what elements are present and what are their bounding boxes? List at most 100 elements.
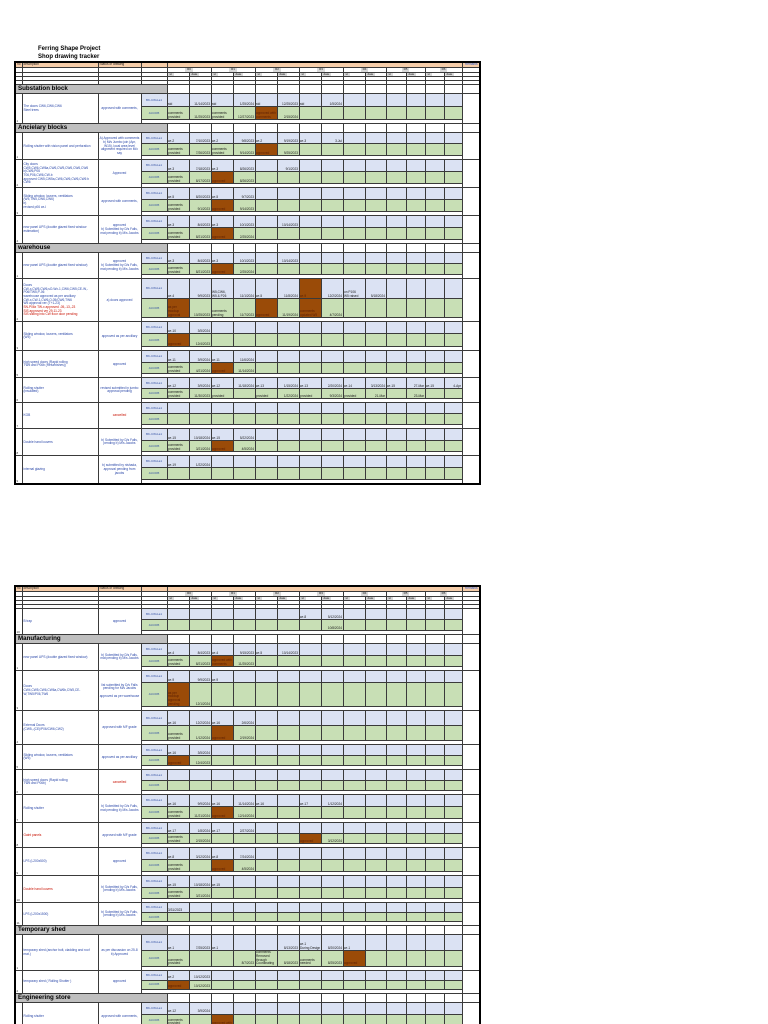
data-cell[interactable] <box>424 321 445 335</box>
data-cell[interactable]: 1/12/2024 <box>320 794 344 808</box>
data-cell[interactable]: comments provided <box>166 859 190 873</box>
data-cell[interactable] <box>254 769 278 782</box>
data-cell[interactable]: 1/22/2024 <box>276 388 300 400</box>
data-cell[interactable] <box>276 199 300 213</box>
data-cell[interactable] <box>166 619 190 632</box>
data-cell[interactable]: approved <box>254 143 278 157</box>
data-cell[interactable] <box>405 970 426 982</box>
data-cell[interactable] <box>320 402 344 415</box>
data-cell[interactable] <box>342 1002 366 1016</box>
data-cell[interactable] <box>424 333 445 348</box>
data-cell[interactable] <box>276 875 300 889</box>
data-cell[interactable] <box>364 362 387 375</box>
remarks-cell[interactable] <box>461 847 481 877</box>
data-cell[interactable] <box>385 655 407 668</box>
data-cell[interactable] <box>342 847 366 861</box>
data-cell[interactable] <box>342 413 366 426</box>
data-cell[interactable]: wr-16 <box>210 710 234 727</box>
data-cell[interactable] <box>424 655 445 668</box>
data-cell[interactable] <box>424 806 445 820</box>
data-cell[interactable] <box>443 794 463 808</box>
remarks-cell[interactable] <box>461 875 481 904</box>
data-cell[interactable] <box>364 725 387 742</box>
data-cell[interactable] <box>364 428 387 442</box>
row-number-cell[interactable]: 1 <box>14 1002 23 1024</box>
data-cell[interactable]: comments pending <box>210 298 234 319</box>
data-cell[interactable] <box>385 227 407 241</box>
data-cell[interactable]: 1/22/2024 <box>188 455 212 469</box>
data-cell[interactable]: provided <box>342 388 366 400</box>
data-cell[interactable] <box>320 822 344 835</box>
data-cell[interactable] <box>424 362 445 375</box>
data-cell[interactable]: 8/20/2024 <box>320 934 344 952</box>
data-cell[interactable] <box>443 440 463 453</box>
row-number-cell[interactable]: 8 <box>14 428 23 457</box>
data-cell[interactable] <box>320 725 344 742</box>
data-cell[interactable] <box>276 362 300 375</box>
data-cell[interactable] <box>342 106 366 121</box>
data-cell[interactable] <box>405 744 426 757</box>
data-cell[interactable] <box>210 833 234 845</box>
data-cell[interactable] <box>166 467 190 481</box>
data-cell[interactable]: approved <box>254 298 278 319</box>
data-cell[interactable] <box>443 970 463 982</box>
data-cell[interactable] <box>342 902 366 914</box>
data-cell[interactable]: 7/25/2023 <box>188 934 212 952</box>
data-cell[interactable] <box>405 428 426 442</box>
data-cell[interactable] <box>385 106 407 121</box>
data-cell[interactable] <box>385 682 407 708</box>
data-cell[interactable] <box>364 455 387 469</box>
data-cell[interactable] <box>320 362 344 375</box>
data-cell[interactable] <box>276 187 300 201</box>
data-cell[interactable] <box>276 725 300 742</box>
data-cell[interactable] <box>385 252 407 265</box>
stage-label-cell[interactable]: BK-CWd-a1 <box>140 934 168 952</box>
data-cell[interactable] <box>254 455 278 469</box>
remarks-cell[interactable] <box>461 215 481 245</box>
stage-label-cell[interactable]: BK-CWd-a1 <box>140 455 168 469</box>
data-cell[interactable] <box>385 199 407 213</box>
data-cell[interactable]: 11/25/2023 <box>232 655 256 668</box>
data-cell[interactable]: wr-8 <box>298 608 322 621</box>
data-cell[interactable]: comments provided <box>166 950 190 968</box>
data-cell[interactable] <box>166 402 190 415</box>
description-cell[interactable]: The doors CW6,CW6,CW6 Steel trees <box>21 93 99 125</box>
data-cell[interactable]: 3/5/2024 <box>188 744 212 757</box>
data-cell[interactable] <box>443 755 463 767</box>
data-cell[interactable] <box>385 902 407 914</box>
data-cell[interactable] <box>443 187 463 201</box>
data-cell[interactable] <box>364 171 387 185</box>
data-cell[interactable] <box>254 159 278 173</box>
data-cell[interactable] <box>210 333 234 348</box>
stage-label-cell[interactable]: JAC005 <box>140 725 168 742</box>
data-cell[interactable] <box>210 619 234 632</box>
data-cell[interactable] <box>405 780 426 792</box>
data-cell[interactable] <box>320 215 344 229</box>
data-cell[interactable] <box>254 333 278 348</box>
data-cell[interactable]: wr-8 <box>166 847 190 861</box>
data-cell[interactable] <box>443 263 463 276</box>
data-cell[interactable] <box>232 682 256 708</box>
stage-label-cell[interactable]: BK-CWd-a1 <box>140 794 168 808</box>
data-cell[interactable] <box>342 321 366 335</box>
stage-label-cell[interactable]: BK-CWd-a1 <box>140 132 168 145</box>
data-cell[interactable] <box>364 643 387 657</box>
data-cell[interactable]: wr-15 <box>424 377 445 390</box>
data-cell[interactable] <box>254 725 278 742</box>
data-cell[interactable] <box>443 413 463 426</box>
stage-label-cell[interactable]: BK-CWd-a1 <box>140 744 168 757</box>
data-cell[interactable] <box>405 278 426 300</box>
data-cell[interactable] <box>320 643 344 657</box>
data-cell[interactable] <box>210 887 234 900</box>
stage-label-cell[interactable]: JAC005 <box>140 467 168 481</box>
data-cell[interactable] <box>276 769 300 782</box>
stage-label-cell[interactable]: BK-CWd-a1 <box>140 670 168 684</box>
data-cell[interactable]: approved <box>166 980 190 991</box>
data-cell[interactable] <box>405 413 426 426</box>
description-cell[interactable]: Sliding window, louvers, ventilators (W5… <box>21 744 99 771</box>
data-cell[interactable] <box>298 252 322 265</box>
data-cell[interactable] <box>298 682 322 708</box>
data-cell[interactable] <box>188 608 212 621</box>
data-cell[interactable]: wr-17 <box>166 822 190 835</box>
data-cell[interactable] <box>298 413 322 426</box>
